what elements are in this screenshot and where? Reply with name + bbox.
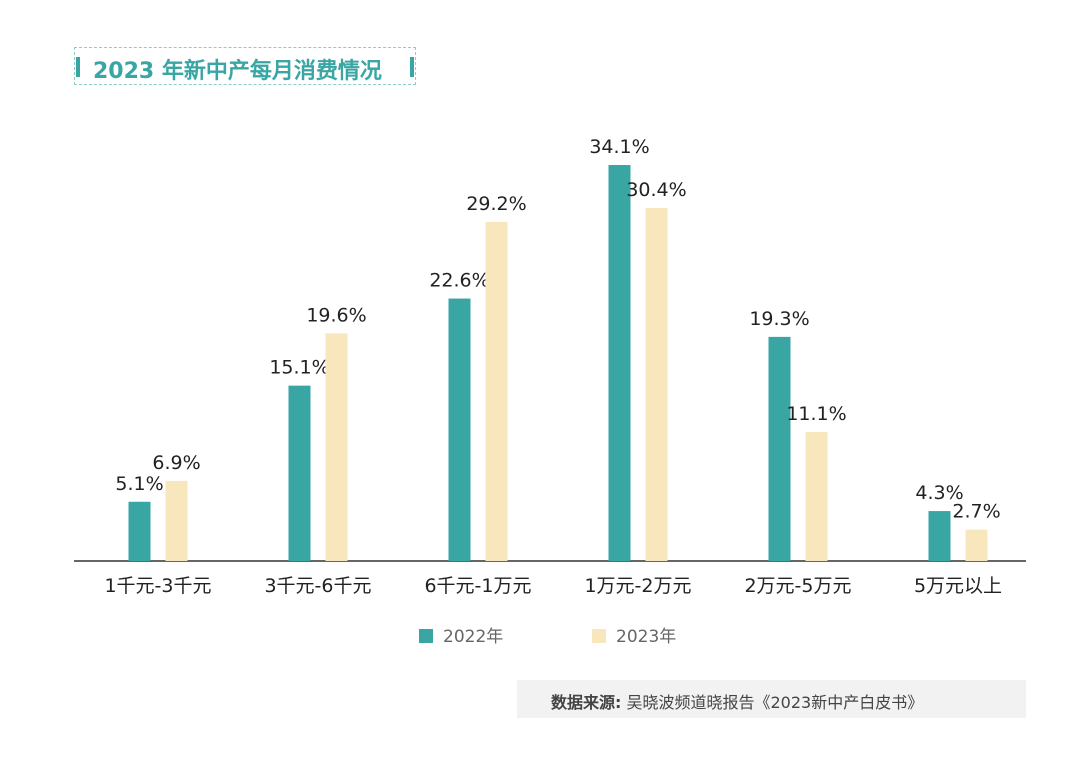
data-label-2023-1: 19.6% — [306, 304, 366, 326]
legend-swatch-2023 — [592, 629, 606, 643]
bar-2023-2 — [485, 221, 508, 561]
x-tick-label-4: 2万元-5万元 — [744, 575, 851, 597]
x-tick-label-2: 6千元-1万元 — [424, 575, 531, 597]
chart-title-frame: 2023 年新中产每月消费情况 — [74, 47, 416, 85]
chart-title: 2023 年新中产每月消费情况 — [93, 59, 382, 84]
data-label-2022-3: 34.1% — [589, 136, 649, 158]
data-label-2023-4: 11.1% — [786, 403, 846, 425]
x-tick-label-3: 1万元-2万元 — [584, 575, 691, 597]
bar-2023-5 — [965, 529, 988, 561]
data-label-2022-2: 22.6% — [429, 270, 489, 292]
bar-2022-5 — [928, 511, 951, 561]
bar-2023-0 — [165, 480, 188, 561]
data-label-2022-0: 5.1% — [115, 473, 163, 495]
x-tick-label-5: 5万元以上 — [914, 575, 1002, 597]
bar-2023-3 — [645, 207, 668, 561]
bar-2022-1 — [288, 385, 311, 561]
legend-label-2022: 2022年 — [443, 627, 503, 647]
data-label-2023-3: 30.4% — [626, 179, 686, 201]
data-label-2023-5: 2.7% — [952, 501, 1000, 523]
title-accent-right — [410, 57, 414, 77]
bar-2022-3 — [608, 165, 631, 561]
data-label-2022-4: 19.3% — [749, 308, 809, 330]
data-label-2023-0: 6.9% — [152, 452, 200, 474]
bar-2023-4 — [805, 432, 828, 561]
data-label-2022-1: 15.1% — [269, 357, 329, 379]
source-label: 数据来源: — [551, 693, 622, 712]
legend-label-2023: 2023年 — [616, 627, 676, 647]
title-accent-left — [76, 57, 80, 77]
bar-2022-2 — [448, 298, 471, 561]
bar-2022-4 — [768, 336, 791, 561]
bar-2022-0 — [128, 501, 151, 561]
source-note: 数据来源: 吴晓波频道晓报告《2023新中产白皮书》 — [517, 680, 1026, 718]
data-label-2023-2: 29.2% — [466, 193, 526, 215]
bar-2023-1 — [325, 333, 348, 561]
legend-swatch-2022 — [419, 629, 433, 643]
x-tick-label-0: 1千元-3千元 — [104, 575, 211, 597]
data-label-2022-5: 4.3% — [915, 482, 963, 504]
source-text: 吴晓波频道晓报告《2023新中产白皮书》 — [626, 693, 924, 712]
x-tick-label-1: 3千元-6千元 — [264, 575, 371, 597]
